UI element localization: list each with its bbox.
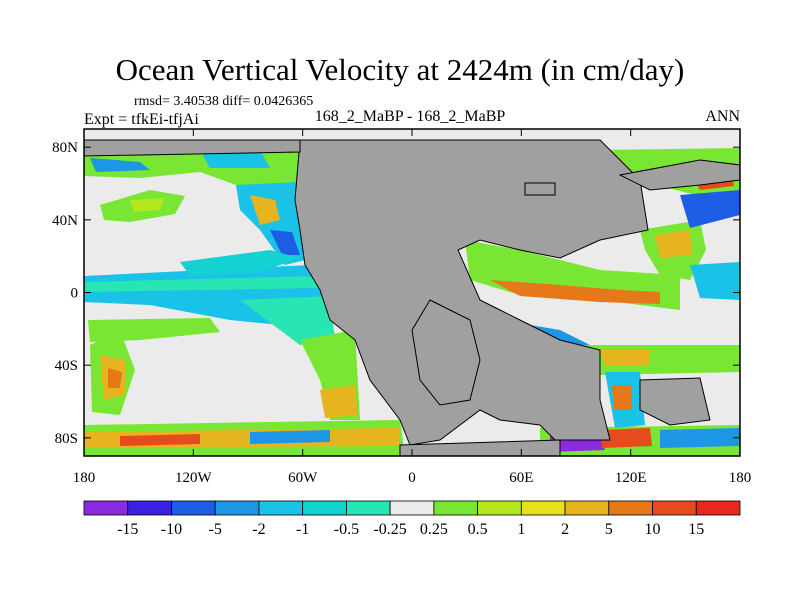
colorbar-label: 10 bbox=[645, 521, 661, 538]
colorbar-swatch bbox=[83, 500, 129, 516]
colorbar-label: 5 bbox=[605, 521, 613, 538]
colorbar-swatch bbox=[345, 500, 391, 516]
x-tick-label: 120W bbox=[175, 470, 213, 486]
longitude-axis: 180 120W 60W 0 60E 120E 180 bbox=[73, 129, 752, 486]
y-tick-label: 40S bbox=[55, 358, 78, 374]
colorbar-swatch bbox=[389, 500, 435, 516]
experiment-label: Expt = tfkEi-tfjAi bbox=[84, 111, 199, 128]
stats-text: rmsd= 3.40538 diff= 0.0426365 bbox=[134, 94, 314, 109]
colorbar-label: -2 bbox=[252, 521, 265, 538]
x-tick-label: 0 bbox=[408, 470, 416, 486]
y-tick-label: 0 bbox=[71, 286, 79, 302]
colorbar-swatch bbox=[652, 500, 697, 516]
colorbar-swatch bbox=[520, 500, 566, 516]
colorbar-label: -10 bbox=[161, 521, 182, 538]
colorbar-label: -0.5 bbox=[334, 521, 359, 538]
colorbar-swatch bbox=[127, 500, 172, 516]
map-title: Ocean Vertical Velocity at 2424m (in cm/… bbox=[115, 52, 685, 87]
colorbar-label: 0.5 bbox=[468, 521, 488, 538]
colorbar: -15 -10 -5 -2 -1 -0.5 -0.25 0.25 0.5 1 2 5 10 15 bbox=[83, 500, 741, 538]
season-label: ANN bbox=[705, 108, 740, 125]
colorbar-swatch bbox=[214, 500, 260, 516]
x-tick-label: 180 bbox=[73, 470, 96, 486]
colorbar-label: -0.25 bbox=[373, 521, 406, 538]
colorbar-swatch bbox=[564, 500, 610, 516]
colorbar-label: 1 bbox=[517, 521, 525, 538]
colorbar-swatch bbox=[608, 500, 653, 516]
latitude-axis: 80N 40N 0 40S 80S bbox=[52, 140, 740, 447]
colorbar-label: -15 bbox=[117, 521, 138, 538]
colorbar-swatch bbox=[695, 500, 741, 516]
colorbar-swatch bbox=[258, 500, 304, 516]
colorbar-swatch bbox=[171, 500, 216, 516]
x-tick-label: 180 bbox=[729, 470, 752, 486]
colorbar-label: 0.25 bbox=[420, 521, 448, 538]
colorbar-label: 2 bbox=[561, 521, 569, 538]
colorbar-label: -5 bbox=[209, 521, 222, 538]
colorbar-swatch bbox=[477, 500, 522, 516]
x-tick-label: 60E bbox=[509, 470, 533, 486]
colorbar-label: 15 bbox=[688, 521, 704, 538]
x-tick-label: 120E bbox=[615, 470, 647, 486]
x-tick-label: 60W bbox=[288, 470, 318, 486]
y-tick-label: 80N bbox=[52, 140, 78, 156]
colorbar-swatch bbox=[302, 500, 347, 516]
land-masses bbox=[83, 139, 741, 457]
colorbar-label: -1 bbox=[296, 521, 309, 538]
colorbar-swatch bbox=[433, 500, 479, 516]
y-tick-label: 40N bbox=[52, 213, 78, 229]
comparison-label: 168_2_MaBP - 168_2_MaBP bbox=[314, 108, 506, 125]
y-tick-label: 80S bbox=[55, 431, 78, 447]
